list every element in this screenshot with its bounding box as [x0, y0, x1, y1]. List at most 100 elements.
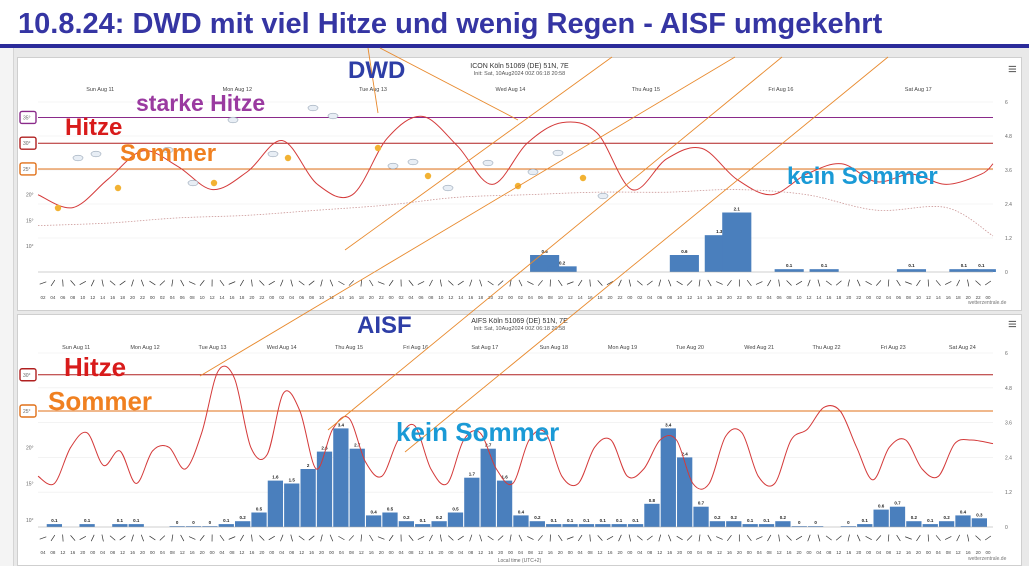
wind-arrow	[199, 535, 205, 541]
sommer-label: Sommer	[120, 140, 216, 168]
hamburger-menu-icon-2[interactable]: ≡	[1008, 316, 1017, 333]
hour-tick-label: 16	[607, 550, 613, 555]
hour-tick-label: 20	[558, 550, 564, 555]
hour-tick-label: 12	[210, 295, 216, 300]
hour-tick-label: 04	[876, 550, 882, 555]
wind-arrow	[746, 534, 752, 542]
wind-arrow	[527, 281, 534, 285]
hour-tick-label: 04	[279, 550, 285, 555]
hour-tick-label: 16	[548, 550, 554, 555]
bar-data-label: 0.1	[583, 518, 590, 523]
kein-sommer-text: kein Sommer	[787, 163, 938, 190]
wind-arrow	[935, 280, 941, 286]
precip-bar	[938, 521, 955, 527]
hour-tick-label: 08	[70, 295, 76, 300]
wind-arrow	[847, 534, 850, 542]
wind-arrow	[320, 534, 323, 542]
wind-arrow	[537, 535, 543, 541]
hour-tick-label: 08	[409, 550, 415, 555]
wind-arrow	[219, 279, 225, 287]
hour-tick-label: 12	[448, 295, 454, 300]
hour-tick-label: 12	[598, 550, 604, 555]
hour-tick-label: 22	[976, 295, 982, 300]
wind-arrow	[767, 534, 772, 542]
hour-tick-label: 00	[986, 550, 992, 555]
wind-arrow	[388, 534, 394, 542]
precip-bar	[758, 524, 775, 527]
hour-tick-label: 06	[777, 295, 783, 300]
aisf-label-text: AISF	[357, 312, 412, 339]
bar-data-label: 0.1	[420, 518, 427, 523]
hamburger-menu-icon[interactable]: ≡	[1008, 61, 1017, 78]
wind-arrow	[417, 536, 425, 540]
hour-tick-label: 12	[717, 550, 723, 555]
bar-data-label: 0.2	[403, 515, 410, 520]
bar-data-label: 0.2	[780, 515, 787, 520]
precip-bar	[169, 526, 185, 527]
wind-arrow	[658, 534, 662, 542]
wind-arrow	[290, 534, 293, 542]
wind-arrow	[716, 281, 723, 285]
bar-data-label: 0.1	[600, 518, 607, 523]
y-tick-right: 2.4	[1005, 202, 1012, 208]
day-label: Sat Aug 17	[905, 87, 932, 93]
wind-arrow	[875, 535, 882, 541]
wind-arrow	[140, 279, 144, 287]
hour-tick-label: 08	[289, 550, 295, 555]
bar-data-label: 0.6	[681, 249, 688, 254]
hour-tick-label: 12	[777, 550, 783, 555]
sun-icon	[424, 172, 432, 180]
y-tick-right: 1.2	[1005, 236, 1012, 242]
y-tick-right: 4.8	[1005, 134, 1012, 140]
precip-bar	[562, 524, 578, 527]
wind-arrow	[90, 279, 95, 287]
sun-icon	[54, 204, 62, 212]
wind-arrow	[308, 535, 315, 541]
wind-arrow	[497, 280, 504, 286]
hour-tick-label: 20	[727, 295, 733, 300]
hour-tick-label: 08	[349, 550, 355, 555]
hour-tick-label: 22	[498, 295, 504, 300]
hour-tick-label: 16	[488, 550, 494, 555]
hour-tick-label: 16	[826, 295, 832, 300]
hour-tick-label: 18	[359, 295, 365, 300]
hour-tick-label: 16	[369, 550, 375, 555]
hour-tick-label: 22	[379, 295, 385, 300]
precip-bar	[726, 521, 742, 527]
bar-data-label: 0.2	[943, 515, 950, 520]
hour-tick-label: 04	[399, 550, 405, 555]
day-label: Fri Aug 23	[881, 345, 906, 351]
hour-tick-label: 02	[279, 295, 285, 300]
hour-tick-label: 18	[239, 295, 245, 300]
sun-icon	[374, 144, 382, 152]
bar-data-label: 0	[798, 520, 801, 525]
wind-arrow	[865, 280, 872, 286]
precip-bar	[742, 524, 758, 527]
hour-tick-label: 16	[110, 295, 116, 300]
wind-arrow	[856, 279, 861, 287]
precip-bar	[185, 526, 202, 527]
wind-arrow	[606, 280, 614, 286]
precip-bar	[415, 524, 431, 527]
y-tick-right: 0	[1005, 525, 1008, 531]
precip-bar	[513, 515, 529, 527]
hour-tick-label: 16	[130, 550, 136, 555]
precip-bar	[677, 457, 693, 527]
hour-tick-label: 20	[80, 550, 86, 555]
hour-tick-label: 16	[229, 295, 235, 300]
precip-bar	[79, 524, 95, 527]
wind-arrow	[984, 535, 992, 541]
precip-bar	[949, 269, 979, 272]
hour-tick-label: 04	[289, 295, 295, 300]
hour-tick-label: 06	[538, 295, 544, 300]
hour-tick-label: 08	[309, 295, 315, 300]
y-tick-left: 10°	[26, 244, 34, 250]
precip-bar	[546, 524, 562, 527]
hour-tick-label: 00	[389, 550, 395, 555]
wind-arrow	[825, 535, 832, 541]
hour-tick-label: 00	[627, 295, 633, 300]
y-tick-right: 1.2	[1005, 490, 1012, 496]
hour-tick-label: 20	[976, 550, 982, 555]
kein-sommer-text-2: kein Sommer	[396, 417, 560, 447]
day-label: Sat Aug 24	[949, 345, 976, 351]
